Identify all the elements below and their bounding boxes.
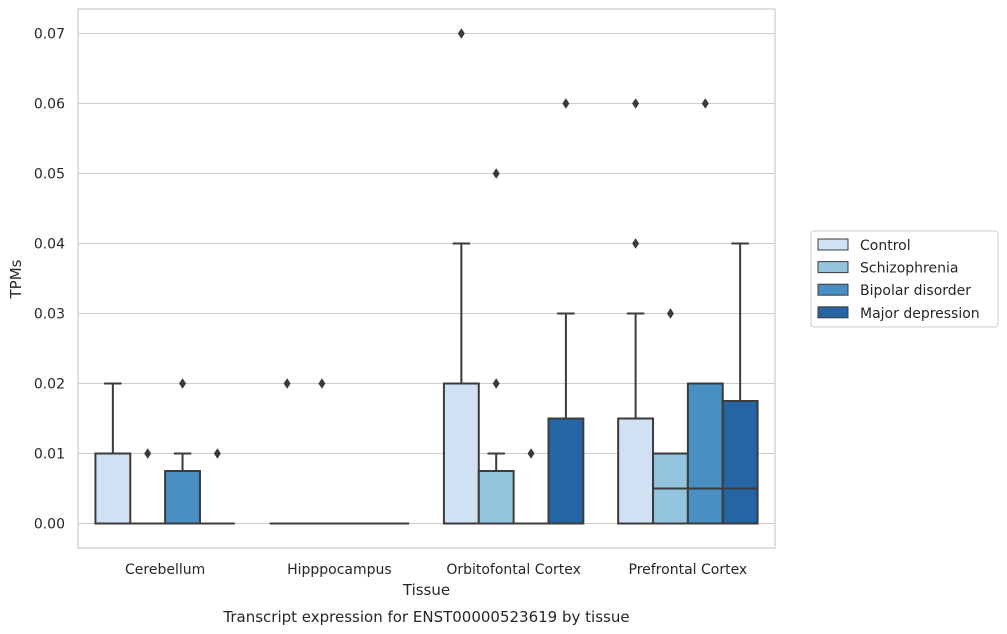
box-iqr: [477, 470, 515, 525]
y-tick-label: 0.05: [34, 167, 65, 183]
box-group: [199, 448, 235, 525]
box-group: [269, 378, 305, 525]
outlier-point: [179, 378, 187, 389]
box-group: [304, 378, 340, 525]
outlier-point: [562, 98, 570, 109]
outlier-point: [213, 448, 221, 459]
y-tick-label: 0.00: [34, 517, 65, 533]
y-tick-label: 0.02: [34, 377, 65, 393]
y-tick-label: 0.06: [34, 97, 65, 113]
box-group: [721, 242, 759, 525]
legend-label: Schizophrenia: [860, 261, 958, 277]
legend-swatch: [817, 306, 849, 319]
legend: Control Schizophrenia Bipolar disorder Majo…: [810, 230, 999, 328]
y-axis-title: TPMs: [7, 259, 25, 299]
outlier-point: [666, 308, 674, 319]
legend-swatch: [817, 261, 849, 274]
x-tick-labels: Cerebellum Hipppocampus Orbitofontal Corte…: [125, 562, 747, 578]
box-group: [130, 448, 166, 525]
y-tick-label: 0.03: [34, 307, 65, 323]
x-tick-label: Cerebellum: [125, 562, 205, 578]
box-group: [513, 448, 549, 525]
outlier-point: [527, 448, 535, 459]
legend-frame: [810, 230, 999, 328]
box-group: [477, 168, 515, 525]
legend-swatch: [817, 238, 849, 251]
x-tick-label: Hipppocampus: [287, 562, 392, 578]
y-tick-labels: 0.00 0.01 0.02 0.03 0.04 0.05 0.06 0.07: [34, 27, 65, 533]
outlier-point: [283, 378, 291, 389]
box-iqr: [617, 417, 655, 525]
outlier-point: [144, 448, 152, 459]
outlier-point: [701, 98, 709, 109]
box-iqr: [686, 382, 724, 525]
box-group: [442, 28, 480, 525]
box-iqr: [94, 452, 132, 525]
gridlines: [78, 32, 775, 525]
outlier-point: [457, 28, 465, 39]
box-iqr: [721, 400, 759, 525]
x-tick-label: Prefrontal Cortex: [629, 562, 748, 578]
box-iqr: [442, 382, 480, 525]
box-group: [547, 98, 585, 525]
outlier-point: [492, 378, 500, 389]
y-tick-label: 0.07: [34, 27, 65, 43]
outlier-point: [492, 168, 500, 179]
box-group: [652, 308, 689, 525]
outlier-point: [318, 378, 326, 389]
y-tick-label: 0.04: [34, 237, 65, 253]
plot-frame: [77, 8, 776, 549]
box-iqr: [547, 417, 585, 525]
y-tick-label: 0.01: [34, 447, 65, 463]
chart-caption: Transcript expression for ENST0000052361…: [222, 608, 629, 626]
boxes: [94, 28, 759, 525]
legend-label: Control: [860, 238, 911, 254]
box-iqr: [164, 470, 201, 525]
legend-label: Bipolar disorder: [860, 283, 971, 299]
legend-label: Major depression: [860, 306, 980, 322]
outlier-point: [632, 98, 640, 109]
outlier-point: [632, 238, 640, 249]
box-group: [686, 98, 724, 525]
x-axis-title: Tissue: [402, 581, 450, 599]
box-group: [617, 98, 655, 525]
x-tick-label: Orbitofontal Cortex: [446, 562, 581, 578]
legend-swatch: [817, 283, 849, 296]
box-group: [164, 378, 201, 525]
box-group: [94, 382, 132, 525]
